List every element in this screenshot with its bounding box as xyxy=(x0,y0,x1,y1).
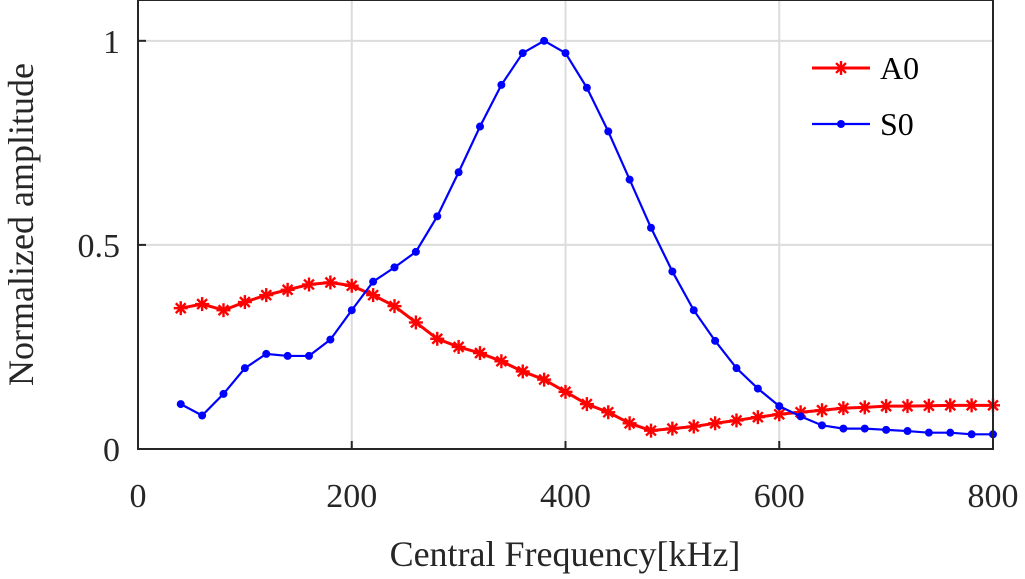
data-point-a0 xyxy=(558,384,573,399)
data-point-s0 xyxy=(176,400,185,409)
data-point-s0 xyxy=(240,364,249,373)
data-point-a0 xyxy=(750,410,765,425)
data-point-a0 xyxy=(216,303,231,318)
data-point-s0 xyxy=(753,384,762,393)
legend: A0 S0 xyxy=(812,50,919,142)
data-point-s0 xyxy=(476,122,484,131)
x-tick-label: 800 xyxy=(968,478,1019,515)
data-point-s0 xyxy=(625,175,634,184)
data-point-s0 xyxy=(839,424,848,433)
data-point-s0 xyxy=(390,263,399,272)
data-point-s0 xyxy=(433,212,442,221)
x-tick-label: 600 xyxy=(754,478,805,515)
data-point-s0 xyxy=(689,306,698,315)
legend-marker-a0 xyxy=(834,61,848,75)
data-point-s0 xyxy=(668,267,677,276)
data-point-s0 xyxy=(711,336,720,345)
data-point-a0 xyxy=(857,400,872,415)
data-point-a0 xyxy=(173,301,188,316)
data-point-s0 xyxy=(411,247,420,256)
data-point-s0 xyxy=(604,127,613,136)
legend-marker-s0 xyxy=(837,120,845,128)
data-point-s0 xyxy=(518,49,527,58)
data-point-s0 xyxy=(860,424,869,433)
x-tick-label: 0 xyxy=(130,478,147,515)
legend-entry-s0: S0 xyxy=(812,106,914,142)
data-point-a0 xyxy=(665,421,680,436)
data-point-s0 xyxy=(796,412,805,421)
data-point-a0 xyxy=(515,364,530,379)
data-point-s0 xyxy=(582,83,591,92)
data-point-a0 xyxy=(729,413,744,428)
data-point-a0 xyxy=(964,398,979,413)
data-point-s0 xyxy=(903,427,912,436)
data-point-a0 xyxy=(579,397,594,412)
data-point-a0 xyxy=(879,399,894,414)
data-point-s0 xyxy=(732,364,741,373)
data-point-a0 xyxy=(451,339,466,354)
data-point-a0 xyxy=(280,282,295,297)
data-point-a0 xyxy=(366,288,381,303)
data-point-a0 xyxy=(344,278,359,293)
data-point-s0 xyxy=(946,428,955,437)
data-point-s0 xyxy=(497,80,506,89)
data-point-s0 xyxy=(326,335,335,344)
data-point-s0 xyxy=(775,402,784,411)
x-tick-label: 400 xyxy=(540,478,591,515)
series-layer xyxy=(173,36,1000,439)
x-tick-label: 200 xyxy=(326,478,377,515)
data-point-a0 xyxy=(708,416,723,431)
data-point-s0 xyxy=(818,421,826,430)
data-point-s0 xyxy=(924,428,933,437)
data-point-a0 xyxy=(836,401,851,416)
data-point-s0 xyxy=(647,223,655,232)
data-point-a0 xyxy=(921,398,936,413)
y-tick-label: 1 xyxy=(103,24,120,61)
data-point-s0 xyxy=(369,277,378,286)
data-point-a0 xyxy=(430,331,445,346)
data-point-a0 xyxy=(943,398,958,413)
data-point-a0 xyxy=(644,423,658,438)
data-point-s0 xyxy=(967,430,976,439)
data-point-s0 xyxy=(454,168,463,177)
data-point-s0 xyxy=(882,425,891,434)
data-point-a0 xyxy=(537,372,552,387)
data-point-s0 xyxy=(262,349,271,358)
data-point-s0 xyxy=(283,351,292,360)
data-point-a0 xyxy=(900,399,915,414)
data-point-s0 xyxy=(540,36,549,45)
legend-label-a0: A0 xyxy=(880,50,919,86)
data-point-s0 xyxy=(305,351,313,360)
data-point-a0 xyxy=(815,403,829,418)
y-tick-label: 0.5 xyxy=(78,228,121,265)
data-point-s0 xyxy=(347,306,356,315)
data-point-a0 xyxy=(302,277,316,292)
series-s0 xyxy=(176,36,997,439)
data-point-a0 xyxy=(237,295,252,310)
y-axis-label: Normalized amplitude xyxy=(1,63,41,386)
data-point-a0 xyxy=(195,297,210,312)
legend-entry-a0: A0 xyxy=(812,50,919,86)
data-point-a0 xyxy=(323,275,338,290)
data-point-a0 xyxy=(772,407,787,422)
x-axis-label: Central Frequency[kHz] xyxy=(390,534,741,574)
legend-label-s0: S0 xyxy=(880,106,914,142)
data-point-s0 xyxy=(198,411,207,420)
data-point-s0 xyxy=(561,49,570,58)
ticks: 0 200 400 600 800 0 0.5 1 xyxy=(78,24,1019,515)
data-point-a0 xyxy=(494,354,509,369)
data-point-a0 xyxy=(473,346,487,361)
data-point-a0 xyxy=(259,288,274,303)
data-point-a0 xyxy=(601,405,616,420)
data-point-a0 xyxy=(622,416,637,431)
data-point-s0 xyxy=(219,389,228,398)
data-point-a0 xyxy=(408,315,423,330)
data-point-a0 xyxy=(387,299,402,314)
y-tick-label: 0 xyxy=(103,432,120,469)
data-point-a0 xyxy=(686,419,701,434)
series-a0 xyxy=(173,275,1000,438)
